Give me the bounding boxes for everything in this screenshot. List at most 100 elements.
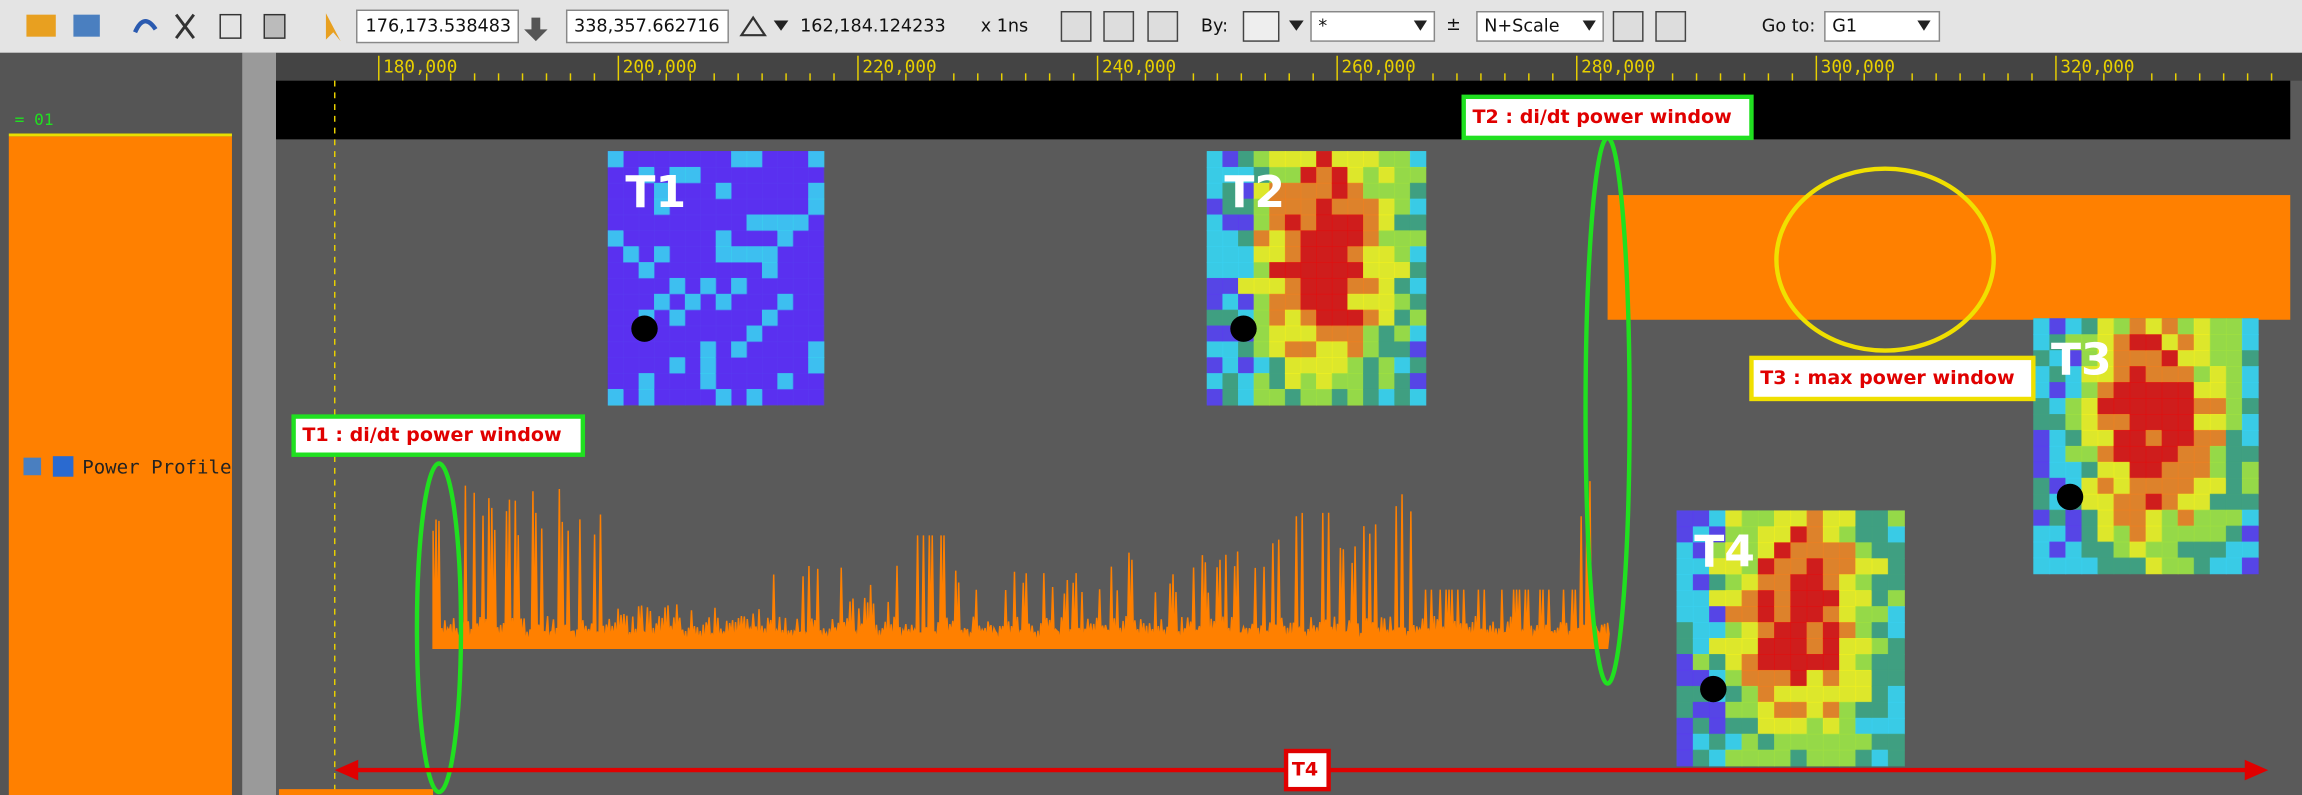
thermal-cell: [623, 246, 639, 263]
thermal-cell: [1839, 542, 1856, 559]
thermal-cell: [1855, 590, 1872, 607]
thermal-cell: [762, 167, 778, 184]
thermal-cell: [2065, 398, 2082, 415]
thermal-cell: [2210, 526, 2227, 543]
thermal-cell: [1758, 574, 1775, 591]
thermal-cell: [1394, 199, 1410, 216]
thermal-cell: [2146, 446, 2163, 463]
thermal-cell: [2033, 430, 2050, 447]
thermal-cell: [1807, 526, 1824, 543]
thermal-cell: [2242, 558, 2259, 575]
thermal-cell: [1301, 151, 1317, 168]
thermal-cell: [716, 294, 732, 311]
thermal-cell: [608, 246, 624, 263]
thermal-cell: [685, 183, 701, 200]
thermal-cell: [2114, 334, 2131, 351]
by-icon[interactable]: [1243, 12, 1278, 41]
thermal-cell: [1888, 510, 1905, 527]
thermal-cell: [1316, 294, 1332, 311]
thermal-map-label: T1: [625, 167, 686, 218]
thermal-cell: [608, 183, 624, 200]
thermal-cell: [1693, 750, 1710, 767]
prev-button[interactable]: [1613, 12, 1642, 41]
thermal-cell: [1269, 294, 1285, 311]
thermal-cell: [1758, 670, 1775, 687]
thermal-cell: [639, 357, 655, 374]
thermal-map-label: T3: [2051, 334, 2112, 385]
thermal-cell: [1363, 278, 1379, 295]
thermal-cell: [1758, 510, 1775, 527]
thermal-cell: [2226, 494, 2243, 511]
thermal-cell: [1855, 510, 1872, 527]
thermal-cell: [2033, 398, 2050, 415]
zoom-in[interactable]: [1104, 12, 1133, 41]
thermal-cell: [716, 310, 732, 327]
thermal-cell: [1410, 151, 1426, 168]
thermal-cell: [1285, 167, 1301, 184]
thermal-cell: [1742, 718, 1759, 735]
thermal-cell: [1823, 558, 1840, 575]
thermal-cell: [608, 294, 624, 311]
thermal-cell: [1725, 654, 1742, 671]
thermal-cell: [1774, 670, 1791, 687]
thermal-cell: [1855, 734, 1872, 751]
thermal-cell: [685, 341, 701, 358]
thermal-cell: [777, 262, 793, 279]
thermal-cell: [747, 341, 763, 358]
thermal-cell: [2146, 558, 2163, 575]
thermal-cell: [731, 151, 747, 168]
thermal-cell: [747, 310, 763, 327]
thermal-cell: [1742, 638, 1759, 655]
thermal-cell: [1839, 670, 1856, 687]
thermal-cell: [2130, 478, 2147, 495]
thermal-cell: [700, 357, 716, 374]
thermal-cell: [2242, 430, 2259, 447]
paste-icon[interactable]: [264, 15, 285, 38]
thermal-cell: [1285, 246, 1301, 263]
scrollbar[interactable]: [242, 53, 276, 795]
thermal-cell: [1839, 558, 1856, 575]
thermal-cell: [731, 310, 747, 327]
thermal-cell: [2162, 414, 2179, 431]
thermal-cell: [2242, 382, 2259, 399]
plusminus-icon[interactable]: ±: [1446, 15, 1461, 35]
thermal-cell: [1301, 357, 1317, 374]
thermal-cell: [1254, 278, 1270, 295]
thermal-cell: [1285, 357, 1301, 374]
thermal-cell: [808, 262, 824, 279]
thermal-cell: [654, 373, 670, 390]
thermal-cell: [1872, 622, 1889, 639]
thermal-cell: [1207, 294, 1223, 311]
zoom-fit[interactable]: [1148, 12, 1177, 41]
thermal-cell: [685, 215, 701, 232]
thermal-cell: [2162, 366, 2179, 383]
next-button[interactable]: [1656, 12, 1685, 41]
thermal-cell: [1347, 389, 1363, 406]
thermal-cell: [1888, 718, 1905, 735]
thermal-cell: [1347, 183, 1363, 200]
thermal-cell: [2081, 318, 2098, 335]
thermal-cell: [2081, 430, 2098, 447]
thermal-cell: [1888, 670, 1905, 687]
thermal-cell: [2081, 398, 2098, 415]
thermal-cell: [1269, 357, 1285, 374]
zoom-out[interactable]: [1061, 12, 1090, 41]
thermal-cell: [685, 246, 701, 263]
reload-icon[interactable]: [73, 15, 99, 37]
thermal-cell: [1410, 310, 1426, 327]
thermal-cell: [2098, 526, 2115, 543]
thermal-cell: [1888, 574, 1905, 591]
thermal-cell: [808, 167, 824, 184]
thermal-cell: [731, 246, 747, 263]
open-icon[interactable]: [26, 15, 55, 37]
thermal-cell: [1677, 702, 1694, 719]
thermal-cell: [700, 215, 716, 232]
thermal-cell: [2033, 462, 2050, 479]
thermal-cell: [654, 262, 670, 279]
filter-combo[interactable]: [1311, 12, 1434, 41]
thermal-cell: [1394, 262, 1410, 279]
thermal-cell: [1872, 542, 1889, 559]
thermal-cell: [777, 294, 793, 311]
group-band: [276, 81, 2290, 140]
thermal-cell: [777, 183, 793, 200]
